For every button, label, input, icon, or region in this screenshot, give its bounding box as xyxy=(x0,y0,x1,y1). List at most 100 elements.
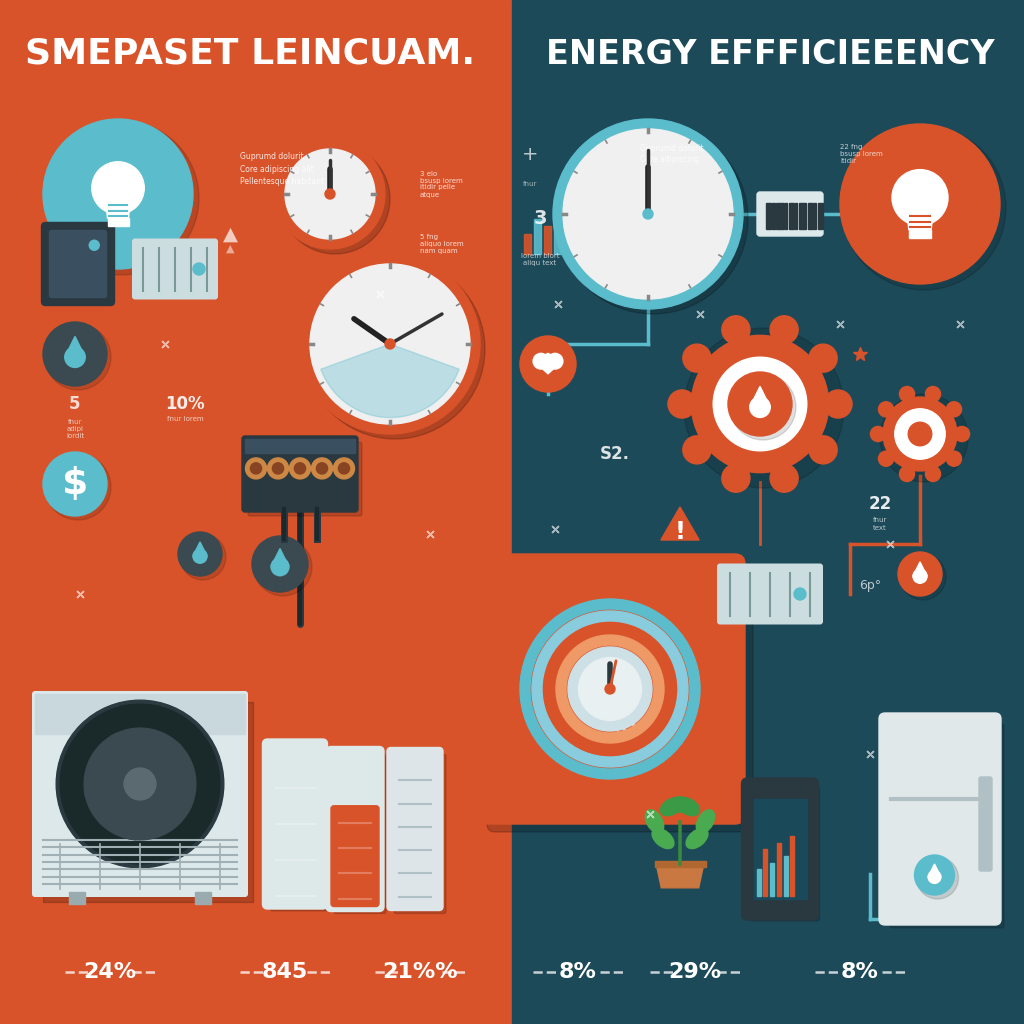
Wedge shape xyxy=(140,741,196,812)
Circle shape xyxy=(89,241,99,250)
Circle shape xyxy=(338,463,349,474)
Text: 22 fng
bsusp lorem
itidir: 22 fng bsusp lorem itidir xyxy=(840,144,883,164)
Text: 5: 5 xyxy=(70,395,81,413)
Text: fnur lorem: fnur lorem xyxy=(167,416,204,422)
Circle shape xyxy=(913,569,927,584)
FancyBboxPatch shape xyxy=(487,566,753,831)
Bar xyxy=(512,0,1024,1024)
Polygon shape xyxy=(660,507,699,540)
Bar xyxy=(69,892,85,904)
Text: $: $ xyxy=(61,466,88,502)
Circle shape xyxy=(310,264,470,424)
Bar xyxy=(524,234,531,254)
Bar xyxy=(35,694,245,734)
Circle shape xyxy=(770,464,798,493)
Bar xyxy=(799,203,806,229)
Wedge shape xyxy=(532,611,688,767)
Wedge shape xyxy=(544,623,676,755)
Circle shape xyxy=(883,397,957,471)
Circle shape xyxy=(946,401,962,417)
Circle shape xyxy=(280,144,390,254)
Circle shape xyxy=(124,768,156,800)
Circle shape xyxy=(809,344,838,372)
Bar xyxy=(909,229,931,238)
Circle shape xyxy=(713,357,807,451)
Ellipse shape xyxy=(668,797,692,812)
Circle shape xyxy=(193,263,205,275)
Bar xyxy=(776,203,783,229)
FancyBboxPatch shape xyxy=(394,755,446,913)
FancyBboxPatch shape xyxy=(387,748,443,910)
Polygon shape xyxy=(193,542,207,556)
Wedge shape xyxy=(84,733,140,798)
Text: 3: 3 xyxy=(534,210,547,228)
Text: 29%: 29% xyxy=(669,962,722,982)
Polygon shape xyxy=(104,188,131,218)
Circle shape xyxy=(385,339,395,349)
FancyBboxPatch shape xyxy=(242,436,358,512)
Circle shape xyxy=(643,209,653,219)
Circle shape xyxy=(770,315,798,344)
Wedge shape xyxy=(111,728,181,784)
Text: Guprumd dolurit
Core adipiscing alit
Pellentesque habitant: Guprumd dolurit Core adipiscing alit Pel… xyxy=(240,152,325,186)
Circle shape xyxy=(750,397,770,418)
Circle shape xyxy=(563,129,733,299)
Text: S2.: S2. xyxy=(600,445,630,463)
Bar xyxy=(783,856,787,896)
Circle shape xyxy=(92,162,144,214)
Circle shape xyxy=(809,436,838,464)
Circle shape xyxy=(325,189,335,199)
Bar xyxy=(554,209,561,254)
Circle shape xyxy=(954,426,970,441)
Polygon shape xyxy=(928,864,941,877)
Circle shape xyxy=(683,436,711,464)
Bar xyxy=(544,226,551,254)
FancyBboxPatch shape xyxy=(132,239,218,299)
Bar xyxy=(766,203,771,229)
FancyBboxPatch shape xyxy=(32,691,248,897)
Text: 5 fng
aliquo lorem
nam quam: 5 fng aliquo lorem nam quam xyxy=(420,234,464,254)
Circle shape xyxy=(558,124,748,314)
Text: ENERGY EFFFICIEEENCY: ENERGY EFFFICIEEENCY xyxy=(546,38,994,71)
Circle shape xyxy=(65,347,85,368)
Ellipse shape xyxy=(686,828,708,849)
FancyBboxPatch shape xyxy=(42,222,115,305)
Wedge shape xyxy=(556,635,664,743)
Wedge shape xyxy=(84,784,140,840)
Bar xyxy=(534,219,541,254)
Circle shape xyxy=(520,336,575,392)
Polygon shape xyxy=(271,549,289,567)
Circle shape xyxy=(895,409,945,459)
Bar xyxy=(763,850,767,896)
Bar xyxy=(777,843,781,896)
Text: fnur
text: fnur text xyxy=(872,517,887,530)
Circle shape xyxy=(914,855,954,895)
Circle shape xyxy=(908,422,932,445)
Circle shape xyxy=(898,552,942,596)
FancyBboxPatch shape xyxy=(979,777,992,871)
Wedge shape xyxy=(568,647,652,731)
Circle shape xyxy=(252,536,308,592)
Bar xyxy=(791,837,795,896)
Circle shape xyxy=(300,254,480,434)
Circle shape xyxy=(579,657,641,721)
Text: fnur
adipi
lordit: fnur adipi lordit xyxy=(66,419,84,439)
Bar xyxy=(772,203,774,229)
Circle shape xyxy=(870,426,886,441)
Circle shape xyxy=(900,554,946,600)
FancyBboxPatch shape xyxy=(717,563,823,625)
FancyBboxPatch shape xyxy=(262,739,328,909)
Text: SMEPASET LEINCUAM.: SMEPASET LEINCUAM. xyxy=(25,37,475,71)
Circle shape xyxy=(824,390,852,418)
Circle shape xyxy=(295,463,305,474)
FancyBboxPatch shape xyxy=(248,442,362,516)
Circle shape xyxy=(290,458,310,479)
Bar xyxy=(0,0,512,1024)
Bar xyxy=(814,203,816,229)
Circle shape xyxy=(738,382,782,426)
Ellipse shape xyxy=(696,810,715,834)
FancyBboxPatch shape xyxy=(475,554,745,824)
Circle shape xyxy=(926,386,940,401)
Wedge shape xyxy=(520,599,700,779)
Circle shape xyxy=(534,353,549,369)
